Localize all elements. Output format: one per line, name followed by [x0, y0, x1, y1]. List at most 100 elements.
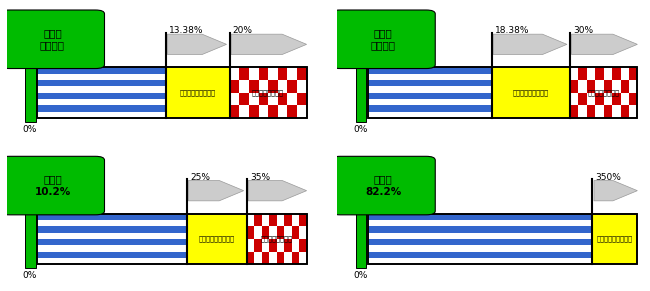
Bar [277, 214, 284, 226]
FancyBboxPatch shape [331, 10, 436, 68]
Bar [259, 67, 268, 80]
Bar [368, 239, 638, 245]
Bar [229, 67, 239, 80]
Bar [292, 226, 299, 239]
Bar [612, 93, 621, 105]
Polygon shape [231, 34, 307, 54]
FancyBboxPatch shape [331, 156, 436, 215]
Polygon shape [188, 180, 244, 201]
Bar [595, 105, 604, 118]
Bar [595, 67, 604, 80]
Text: 阿崎市
10.2%: 阿崎市 10.2% [34, 174, 71, 197]
Bar [25, 63, 36, 122]
Bar [37, 214, 307, 220]
Bar [578, 105, 587, 118]
Bar [356, 210, 367, 268]
Bar [287, 80, 297, 93]
Text: 注意（健全化計画）: 注意（健全化計画） [513, 89, 549, 96]
Bar [284, 252, 292, 265]
Bar [368, 245, 638, 252]
Text: 危陽（国が関与）: 危陽（国が関与） [588, 89, 619, 96]
Bar [37, 67, 307, 74]
Bar [278, 67, 287, 80]
Text: 阿崎市
該当なし: 阿崎市 該当なし [40, 28, 65, 50]
Bar [269, 239, 277, 252]
Bar [229, 105, 239, 118]
Bar [247, 214, 254, 226]
Bar [278, 80, 287, 93]
Bar [262, 226, 269, 239]
Bar [278, 105, 287, 118]
Polygon shape [352, 62, 374, 65]
Bar [239, 105, 249, 118]
Bar [262, 214, 269, 226]
Bar [578, 93, 587, 105]
Bar [570, 93, 578, 105]
Bar [37, 67, 307, 118]
Text: 注意（健全化計画）: 注意（健全化計画） [597, 236, 633, 242]
Bar [239, 93, 249, 105]
Bar [187, 214, 247, 265]
Bar [587, 67, 595, 80]
Text: 注意（健全化計画）: 注意（健全化計画） [199, 236, 235, 242]
Bar [346, 208, 420, 212]
Bar [37, 105, 307, 112]
Bar [37, 252, 307, 258]
Bar [287, 93, 297, 105]
Bar [254, 252, 262, 265]
Text: 25%: 25% [190, 173, 210, 182]
Bar [247, 252, 254, 265]
Text: 0%: 0% [353, 271, 367, 280]
Bar [299, 239, 307, 252]
Bar [346, 62, 420, 66]
Bar [621, 105, 629, 118]
Text: 0%: 0% [22, 271, 36, 280]
Bar [595, 93, 604, 105]
Bar [612, 67, 621, 80]
Bar [368, 252, 638, 258]
Bar [299, 252, 307, 265]
Bar [368, 214, 638, 265]
Text: 35%: 35% [250, 173, 270, 182]
Bar [570, 105, 578, 118]
Bar [604, 105, 612, 118]
Polygon shape [22, 62, 44, 65]
Bar [262, 239, 269, 252]
Bar [292, 239, 299, 252]
Text: 注意（健全化計画）: 注意（健全化計画） [180, 89, 216, 96]
Bar [37, 226, 307, 233]
Bar [297, 67, 307, 80]
Bar [284, 239, 292, 252]
Bar [299, 226, 307, 239]
Bar [229, 80, 239, 93]
Bar [604, 80, 612, 93]
Text: 18.38%: 18.38% [495, 26, 529, 36]
Bar [239, 80, 249, 93]
Bar [166, 67, 229, 118]
Bar [262, 252, 269, 265]
Bar [604, 67, 612, 80]
Bar [37, 239, 307, 245]
Bar [629, 105, 638, 118]
Bar [368, 99, 638, 105]
Bar [268, 67, 278, 80]
Bar [356, 63, 367, 122]
Bar [587, 93, 595, 105]
Polygon shape [571, 34, 638, 54]
Bar [37, 86, 307, 93]
Bar [629, 93, 638, 105]
Bar [612, 105, 621, 118]
Bar [249, 80, 259, 93]
Bar [621, 93, 629, 105]
Bar [587, 105, 595, 118]
Bar [368, 214, 638, 265]
Bar [269, 252, 277, 265]
Bar [16, 62, 89, 66]
Bar [629, 67, 638, 80]
Bar [37, 112, 307, 118]
Bar [284, 226, 292, 239]
Text: 20%: 20% [233, 26, 253, 36]
Bar [25, 210, 36, 268]
Bar [629, 80, 638, 93]
Text: 阿崎市
該当なし: 阿崎市 該当なし [370, 28, 396, 50]
